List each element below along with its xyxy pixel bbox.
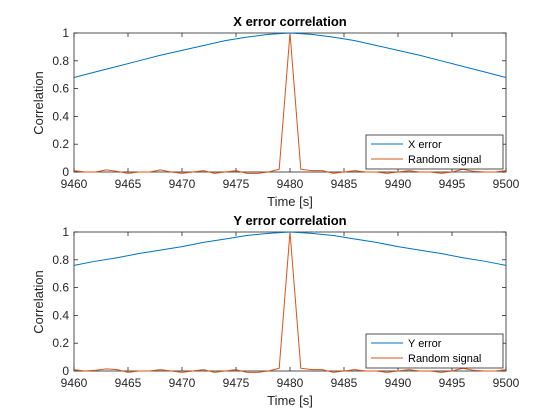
legend: Y error Random signal <box>365 333 504 369</box>
subplot-y-error: Y error correlation Time [s] Correlation… <box>31 213 520 408</box>
x-tick-label: 9485 <box>331 376 358 390</box>
x-tick-label: 9465 <box>115 177 142 191</box>
x-tick-label: 9500 <box>493 177 520 191</box>
legend-entry-random-signal: Random signal <box>408 154 481 166</box>
x-tick-label: 9490 <box>385 177 412 191</box>
x-tick-label: 9475 <box>223 177 250 191</box>
x-tick-label: 9485 <box>331 177 358 191</box>
legend: X error Random signal <box>365 134 504 170</box>
x-tick-label: 9495 <box>439 376 466 390</box>
x-tick-label: 9500 <box>493 376 520 390</box>
y-tick-label: 1 <box>62 225 69 239</box>
x-tick-label: 9475 <box>223 376 250 390</box>
x-axis-label: Time [s] <box>267 194 313 209</box>
legend-box <box>365 134 504 170</box>
series-line-random-signal <box>74 231 506 373</box>
x-tick-label: 9480 <box>277 177 304 191</box>
chart-title: Y error correlation <box>233 213 346 228</box>
legend-box <box>365 333 504 369</box>
y-axis-label: Correlation <box>31 270 46 334</box>
y-axis-label: Correlation <box>31 71 46 135</box>
y-tick-label: 0.6 <box>52 82 69 96</box>
chart-title: X error correlation <box>233 14 346 29</box>
x-tick-label: 9490 <box>385 376 412 390</box>
series-line-random-signal <box>74 32 506 174</box>
subplot-x-error: X error correlation Time [s] Correlation… <box>31 14 520 209</box>
chart-marks: 9460 9465 9470 9475 9480 9485 9490 9495 9500 0 0.2… <box>52 26 519 191</box>
y-tick-label: 0.6 <box>52 281 69 295</box>
x-tick-label: 9495 <box>439 177 466 191</box>
chart-marks: 9460 9465 9470 9475 9480 9485 9490 9495 9500 0 0.2… <box>52 225 519 390</box>
y-tick-label: 0.8 <box>52 54 69 68</box>
x-tick-label: 9460 <box>61 177 88 191</box>
x-tick-label: 9465 <box>115 376 142 390</box>
x-tick-label: 9480 <box>277 376 304 390</box>
y-tick-label: 0.4 <box>52 109 69 123</box>
x-tick-label: 9470 <box>169 376 196 390</box>
y-tick-label: 0 <box>62 165 69 179</box>
y-tick-label: 1 <box>62 26 69 40</box>
legend-entry-random-signal: Random signal <box>408 353 481 365</box>
y-tick-label: 0.2 <box>52 336 69 350</box>
y-tick-label: 0.2 <box>52 137 69 151</box>
x-tick-label: 9460 <box>61 376 88 390</box>
y-tick-label: 0.4 <box>52 308 69 322</box>
legend-entry-y-error: Y error <box>408 338 442 350</box>
legend-entry-x-error: X error <box>408 139 442 151</box>
x-tick-label: 9470 <box>169 177 196 191</box>
y-tick-label: 0.8 <box>52 253 69 267</box>
x-axis-label: Time [s] <box>267 393 313 408</box>
y-tick-label: 0 <box>62 364 69 378</box>
